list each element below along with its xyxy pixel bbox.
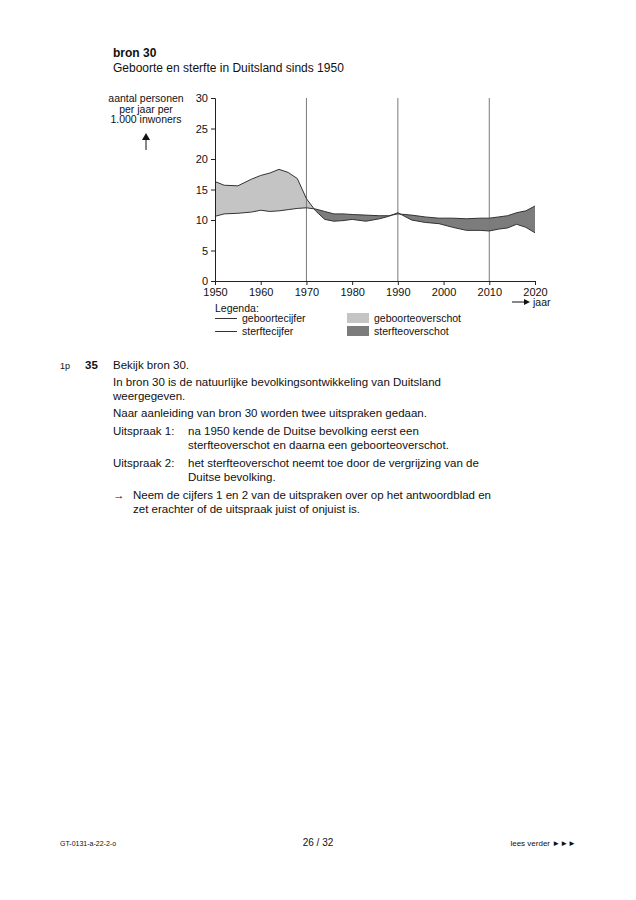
question-text: weergegeven.	[112, 390, 185, 402]
tick-label: 30	[196, 92, 208, 104]
statement-label: Uitspraak 2:	[113, 457, 174, 469]
instruction-arrow: →	[113, 489, 125, 501]
series-line	[215, 169, 535, 232]
question-text: In bron 30 is de natuurlijke bevolkingso…	[113, 376, 441, 388]
tick-label: 1950	[203, 286, 227, 298]
tick-mark	[215, 281, 216, 285]
tick-label: 1980	[340, 286, 364, 298]
tick-mark	[211, 129, 215, 130]
legend-label: sterftecijfer	[242, 325, 294, 337]
instruction-text: Neem de cijfers 1 en 2 van de uitspraken…	[133, 489, 491, 501]
tick: 5	[202, 245, 215, 257]
statement-text: na 1950 kende de Duitse bevolking eerst …	[188, 425, 419, 437]
statement-text: het sterfteoverschot neemt toe door de v…	[188, 457, 479, 469]
legend-swatch	[215, 318, 237, 319]
tick-label: 25	[196, 123, 208, 135]
tick-label: 1960	[249, 286, 273, 298]
reference-line	[306, 98, 307, 281]
legend-label: geboortecijfer	[242, 312, 306, 324]
tick-label: 20	[196, 153, 208, 165]
reference-line	[489, 98, 490, 281]
reference-line	[397, 98, 398, 281]
tick-mark	[398, 281, 399, 285]
tick-mark	[444, 281, 445, 285]
chart-title: Geboorte en sterfte in Duitsland sinds 1…	[113, 61, 344, 75]
tick-mark	[489, 281, 490, 285]
tick-label: 2000	[432, 286, 456, 298]
tick-mark	[211, 251, 215, 252]
tick: 30	[196, 92, 215, 104]
statement-text: Duitse bevolking.	[188, 471, 276, 483]
axis-arrow	[142, 133, 150, 140]
page: bron 30Geboorte en sterfte in Duitsland …	[0, 0, 636, 900]
series-line	[215, 206, 535, 219]
tick-mark	[211, 190, 215, 191]
instruction-text: zet erachter of de uitspraak juist of on…	[133, 503, 360, 515]
tick: 10	[196, 214, 215, 226]
x-axis: 19501960197019801990200020102020	[203, 281, 547, 298]
tick-label: 1970	[295, 286, 319, 298]
tick-label: 15	[196, 184, 208, 196]
statement-text: sterfteoverschot en daarna een geboorteo…	[188, 439, 449, 451]
tick-mark	[352, 281, 353, 285]
tick: 1990	[386, 281, 410, 298]
question-text: Naar aanleiding van bron 30 worden twee …	[113, 407, 427, 419]
y-axis-label: 1.000 inwoners	[110, 113, 181, 125]
tick-mark	[306, 281, 307, 285]
statement-label: Uitspraak 1:	[113, 425, 174, 437]
legend-swatch	[347, 313, 369, 323]
tick: 25	[196, 123, 215, 135]
question-text: Bekijk bron 30.	[113, 359, 189, 371]
tick: 1980	[340, 281, 364, 298]
tick: 1970	[295, 281, 319, 298]
x-axis-label: jaar	[532, 296, 551, 308]
tick-mark	[261, 281, 262, 285]
points: 1p	[60, 361, 70, 371]
tick: 1950	[203, 281, 227, 298]
footer-next: lees verder ►►►	[510, 839, 576, 848]
source-label: bron 30	[113, 46, 157, 60]
tick-mark	[211, 98, 215, 99]
tick: 20	[196, 153, 215, 165]
birth-surplus-area	[215, 169, 535, 281]
footer-code: GT-0131-a-22-2-o	[60, 840, 116, 847]
tick: 15	[196, 184, 215, 196]
question-number: 35	[85, 359, 98, 371]
legend-swatch	[215, 331, 237, 332]
footer-page: 26 / 32	[303, 837, 334, 848]
plot-area	[215, 98, 535, 281]
tick-mark	[535, 281, 536, 285]
tick-mark	[211, 281, 215, 282]
legend-label: geboorteoverschot	[374, 312, 461, 324]
legend-swatch	[347, 326, 369, 336]
tick: 1960	[249, 281, 273, 298]
surplus-group	[215, 169, 535, 281]
tick-mark	[211, 159, 215, 160]
tick-label: 2010	[478, 286, 502, 298]
legend-label: sterfteoverschot	[374, 325, 449, 337]
surplus-group	[215, 206, 535, 281]
tick-label: 5	[202, 245, 208, 257]
tick-label: 1990	[386, 286, 410, 298]
tick: 2000	[432, 281, 456, 298]
tick-mark	[211, 220, 215, 221]
tick: 2010	[478, 281, 502, 298]
death-surplus-area	[215, 206, 535, 281]
axis-line	[211, 99, 216, 282]
tick-label: 10	[196, 214, 208, 226]
y-axis: 051015202530	[196, 92, 216, 287]
axis-line	[216, 282, 536, 286]
axis-arrow	[524, 299, 530, 305]
